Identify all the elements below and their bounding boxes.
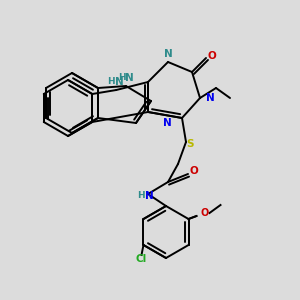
Text: O: O [200,208,208,218]
Text: N: N [163,118,171,128]
Text: Cl: Cl [136,254,147,264]
Text: O: O [190,166,198,176]
Text: H: H [137,191,145,200]
Text: S: S [186,139,194,149]
Text: O: O [208,51,216,61]
Text: N: N [145,191,153,201]
Text: N: N [124,73,134,83]
Text: H: H [107,77,115,86]
Text: N: N [206,93,214,103]
Text: H: H [118,74,126,82]
Text: N: N [115,77,124,87]
Text: N: N [164,49,172,59]
